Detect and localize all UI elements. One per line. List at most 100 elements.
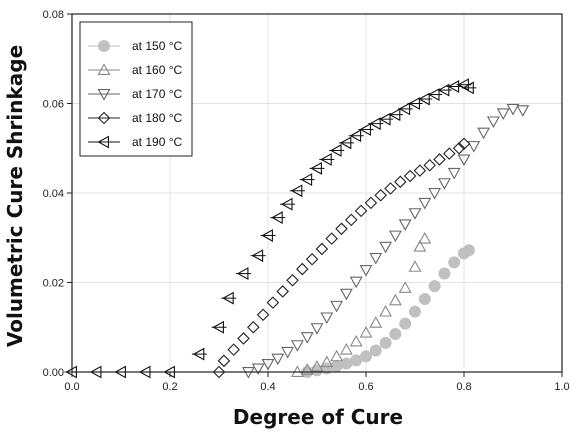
data-point-shape (305, 252, 319, 266)
data-point (191, 347, 207, 361)
data-point (399, 317, 412, 330)
data-point (457, 137, 471, 151)
x-tick-label: 0.6 (358, 381, 373, 393)
data-point-shape (516, 105, 530, 117)
data-point (281, 346, 295, 359)
data-point (443, 147, 456, 160)
data-point (379, 304, 393, 317)
data-point-shape (266, 296, 280, 309)
data-point (407, 97, 423, 110)
data-point (227, 343, 240, 356)
data-point (276, 285, 289, 298)
legend-label: at 170 °C (132, 87, 182, 101)
data-point (236, 267, 251, 280)
data-point-shape (315, 242, 329, 256)
data-point (250, 249, 266, 263)
y-axis-title: Volumetric Cure Shrinkage (3, 45, 27, 347)
data-point (403, 169, 417, 183)
data-point-shape (290, 340, 304, 352)
legend: at 150 °C at 160 °C at 170 °C at 180 °C at 1… (79, 21, 193, 157)
data-point-shape (369, 316, 383, 328)
data-point (388, 293, 402, 306)
legend-item: at 150 °C (88, 39, 182, 53)
data-point-shape (256, 308, 270, 321)
data-point-shape (251, 363, 265, 376)
legend-marker (96, 135, 112, 149)
data-point (452, 141, 466, 155)
data-point-shape (349, 334, 363, 347)
legend-item: at 180 °C (88, 111, 182, 125)
data-point-shape (300, 363, 314, 375)
data-point-shape (418, 197, 432, 210)
data-point-shape (403, 169, 417, 183)
x-tick-label: 1.0 (554, 381, 569, 393)
data-point (310, 323, 324, 335)
data-point-shape (423, 158, 436, 172)
data-point (358, 123, 374, 136)
data-point (417, 92, 433, 106)
series-4 (212, 137, 471, 379)
x-tick-label: 0.4 (260, 381, 275, 393)
legend-label: at 160 °C (132, 63, 182, 77)
data-point (496, 108, 510, 120)
data-point-shape (467, 141, 481, 153)
data-point (364, 196, 378, 210)
data-point (247, 320, 260, 334)
data-point (300, 363, 314, 375)
legend-item: at 160 °C (88, 63, 182, 77)
data-point (320, 312, 334, 325)
data-point (359, 265, 373, 277)
data-point-shape (379, 241, 393, 254)
data-point-shape (345, 213, 358, 227)
data-point (319, 153, 335, 166)
data-point-shape (408, 260, 422, 272)
legend-label: at 150 °C (132, 39, 182, 53)
y-tick-label: 0.06 (43, 99, 64, 111)
data-point (486, 116, 500, 129)
data-point (266, 296, 280, 309)
data-point-shape (433, 153, 446, 166)
data-point (237, 332, 250, 345)
data-point-shape (369, 252, 383, 265)
data-point (389, 327, 402, 340)
data-point (408, 260, 422, 272)
data-point (325, 232, 338, 245)
data-point (345, 213, 358, 227)
data-point-shape (374, 188, 387, 202)
data-point (388, 230, 402, 243)
data-point-shape (443, 147, 456, 160)
data-point-shape (457, 154, 471, 167)
data-point (296, 262, 309, 276)
data-point-shape (506, 103, 520, 116)
data-point (330, 300, 344, 313)
legend-marker (97, 63, 111, 75)
data-point (369, 344, 382, 357)
data-point (398, 219, 412, 231)
data-point-shape (398, 219, 412, 231)
data-point (211, 320, 227, 334)
data-point (428, 280, 441, 293)
data-point-shape (335, 222, 348, 236)
data-point (354, 204, 368, 218)
data-point (339, 288, 353, 301)
data-point (462, 244, 475, 257)
data-point-shape (212, 365, 226, 379)
data-point (397, 102, 413, 116)
data-point (387, 108, 403, 122)
data-point-shape (388, 293, 402, 306)
series-layer (64, 78, 530, 379)
legend-marker (97, 111, 111, 125)
legend-marker (98, 40, 110, 52)
data-point (289, 184, 305, 198)
y-tick-label: 0.00 (43, 367, 64, 379)
data-point (261, 358, 275, 371)
data-point (349, 276, 363, 289)
data-point-shape (330, 300, 344, 313)
data-point (368, 117, 384, 131)
legend-item: at 170 °C (88, 87, 182, 101)
data-point-shape (300, 332, 314, 344)
data-point (427, 88, 443, 101)
data-point (423, 158, 436, 172)
data-point-shape (310, 359, 324, 372)
